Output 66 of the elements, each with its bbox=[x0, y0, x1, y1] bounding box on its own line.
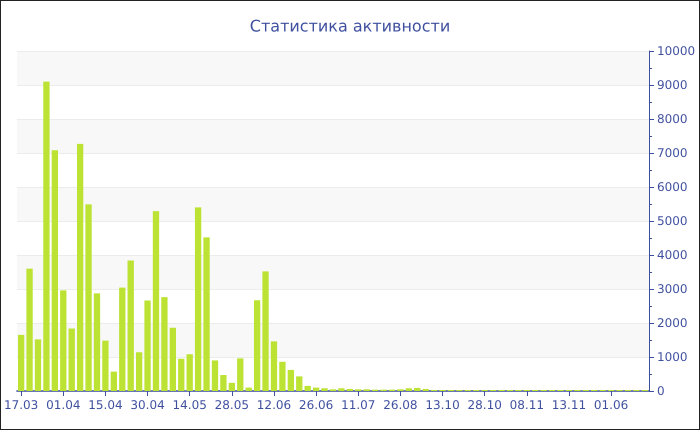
bar bbox=[304, 386, 311, 391]
bar bbox=[128, 260, 134, 391]
x-tick-label: 17.03 bbox=[4, 398, 38, 412]
bar bbox=[203, 237, 210, 391]
x-tick-label: 13.11 bbox=[552, 398, 586, 412]
bar bbox=[262, 271, 269, 391]
y-tick-label: 5000 bbox=[657, 214, 688, 228]
bar bbox=[338, 388, 345, 391]
x-tick-label: 01.06 bbox=[594, 398, 628, 412]
y-tick-label: 1000 bbox=[657, 350, 688, 364]
y-tick-label: 6000 bbox=[657, 180, 688, 194]
bar bbox=[152, 211, 160, 391]
bar bbox=[228, 382, 235, 391]
y-tick-label: 4000 bbox=[657, 248, 688, 262]
x-tick-label: 30.04 bbox=[130, 398, 165, 412]
y-tick-label: 8000 bbox=[657, 112, 688, 126]
bar bbox=[270, 341, 278, 391]
y-tick-label: 3000 bbox=[657, 282, 688, 296]
bar bbox=[220, 375, 227, 391]
x-tick-label: 28.05 bbox=[214, 398, 250, 412]
bar bbox=[414, 388, 420, 391]
bar bbox=[312, 388, 320, 391]
x-tick-label: 26.06 bbox=[298, 398, 334, 412]
y-tick-label: 7000 bbox=[657, 146, 688, 160]
y-tick-label: 0 bbox=[657, 384, 665, 398]
bar bbox=[52, 150, 58, 391]
bar bbox=[279, 362, 286, 391]
bar bbox=[94, 293, 100, 391]
bar bbox=[186, 354, 193, 391]
y-tick-label: 2000 bbox=[657, 316, 688, 330]
bar bbox=[26, 268, 33, 391]
bar bbox=[144, 300, 151, 391]
bar bbox=[43, 82, 50, 391]
bar bbox=[194, 207, 202, 391]
y-tick-label: 9000 bbox=[657, 78, 688, 92]
bar bbox=[60, 290, 66, 391]
bar bbox=[102, 340, 109, 391]
x-tick-label: 08.11 bbox=[510, 398, 544, 412]
bar bbox=[136, 352, 142, 391]
bar bbox=[406, 388, 412, 391]
bar bbox=[178, 358, 184, 391]
bar bbox=[18, 334, 24, 391]
x-tick-label: 14.05 bbox=[172, 398, 207, 412]
bar bbox=[212, 360, 218, 391]
chart-title: Статистика активности bbox=[250, 16, 450, 36]
bar bbox=[85, 204, 92, 391]
x-tick-label: 01.04 bbox=[46, 398, 80, 412]
x-tick-label: 11.07 bbox=[341, 398, 376, 412]
bar bbox=[296, 376, 302, 391]
x-tick-label: 28.10 bbox=[467, 398, 502, 412]
bar bbox=[237, 358, 244, 391]
x-tick-label: 15.04 bbox=[88, 398, 123, 412]
bar bbox=[34, 339, 42, 391]
bar bbox=[246, 388, 252, 391]
bar bbox=[170, 328, 176, 391]
bar bbox=[110, 372, 117, 391]
bar bbox=[119, 288, 126, 391]
bar bbox=[68, 328, 75, 391]
bar bbox=[76, 144, 84, 391]
x-tick-label: 12.06 bbox=[256, 398, 292, 412]
bar bbox=[254, 300, 260, 391]
x-tick-label: 13.10 bbox=[425, 398, 460, 412]
bar bbox=[288, 370, 294, 391]
bar bbox=[161, 297, 168, 391]
y-tick-label: 10000 bbox=[657, 44, 696, 58]
x-tick-label: 26.08 bbox=[383, 398, 418, 412]
